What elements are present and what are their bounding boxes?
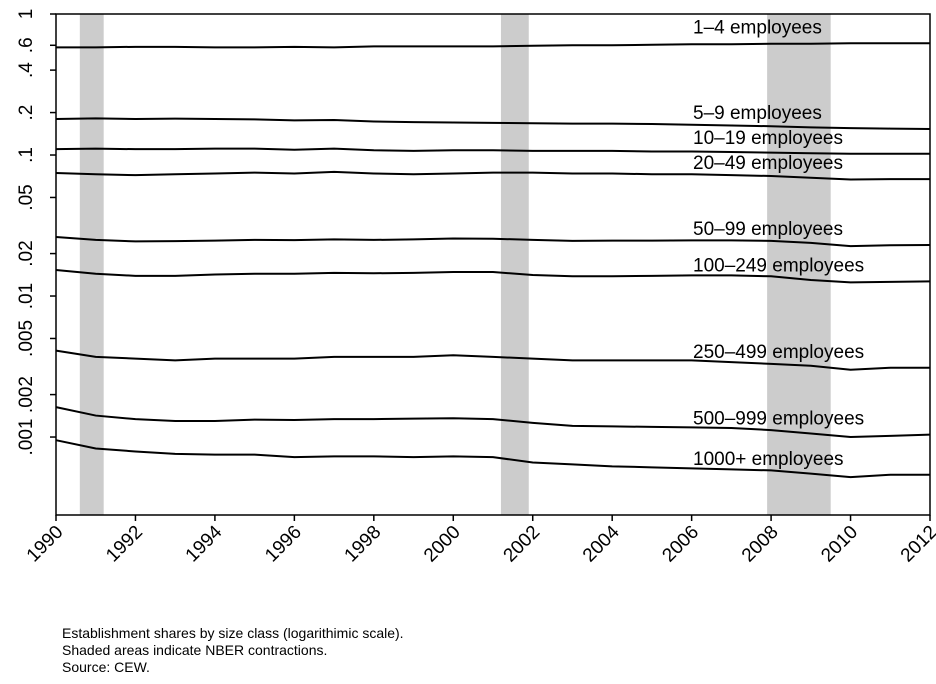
y-tick-label: .1 — [16, 147, 37, 163]
note: Source: CEW. — [62, 659, 150, 675]
y-tick-label: .02 — [16, 240, 37, 266]
x-tick-label: 2004 — [579, 521, 624, 566]
y-tick-label: .01 — [16, 283, 37, 309]
y-tick-label: .002 — [16, 376, 37, 413]
y-tick-label: .005 — [16, 320, 37, 357]
series-label: 5–9 employees — [693, 103, 822, 124]
series-line — [55, 439, 930, 479]
x-tick-label: 2008 — [738, 522, 783, 567]
y-tick-label: .4 — [16, 62, 37, 78]
series-label: 50–99 employees — [693, 219, 843, 240]
series-label: 1–4 employees — [693, 17, 822, 38]
x-tick-label: 2000 — [420, 522, 465, 567]
series-label: 100–249 employees — [693, 255, 864, 276]
series-line — [56, 42, 930, 49]
y-tick-label: .6 — [16, 37, 37, 53]
plot-frame — [55, 13, 931, 516]
series-line — [55, 170, 930, 181]
series-line — [55, 117, 931, 130]
x-tick-label: 1994 — [182, 521, 227, 566]
series-label: 500–999 employees — [693, 409, 864, 430]
note: Establishment shares by size class (loga… — [62, 625, 404, 641]
x-tick-label: 1996 — [261, 522, 306, 567]
series-label: 250–499 employees — [693, 342, 864, 363]
shaded-period — [500, 14, 529, 515]
y-tick-label: .05 — [16, 184, 37, 210]
x-tick-label: 2006 — [658, 522, 703, 567]
series-line — [55, 268, 931, 284]
x-tick-label: 1992 — [102, 522, 147, 567]
x-tick-label: 2010 — [817, 522, 862, 567]
series-label: 1000+ employees — [693, 449, 844, 470]
series-label: 10–19 employees — [693, 128, 843, 149]
series-line — [55, 147, 930, 155]
x-tick-label: 1990 — [23, 522, 68, 567]
series-line — [55, 349, 930, 371]
x-tick-label: 1998 — [341, 522, 386, 567]
note: Shaded areas indicate NBER contractions. — [62, 642, 327, 658]
series-line — [55, 236, 931, 248]
series-line — [55, 406, 931, 439]
x-tick-label: 2002 — [500, 522, 545, 567]
y-tick-label: .2 — [16, 105, 37, 121]
series-label: 20–49 employees — [693, 153, 843, 174]
shaded-period — [79, 14, 104, 515]
y-tick-label: 1 — [16, 9, 37, 20]
x-tick-label: 2012 — [897, 522, 936, 567]
y-tick-label: .001 — [16, 419, 37, 456]
